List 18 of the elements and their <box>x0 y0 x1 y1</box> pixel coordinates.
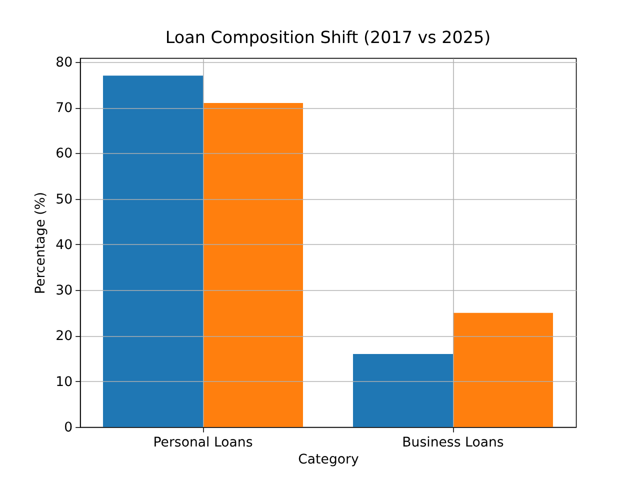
bar <box>103 76 203 427</box>
y-tick-label: 60 <box>56 146 73 162</box>
y-tick-label: 10 <box>56 374 73 390</box>
bar <box>203 102 303 427</box>
y-tick-label: 20 <box>56 329 73 344</box>
x-tick-label: Business Loans <box>402 435 504 450</box>
bar <box>353 354 453 427</box>
chart-title: Loan Composition Shift (2017 vs 2025) <box>165 27 491 48</box>
y-tick-label: 40 <box>56 238 73 253</box>
y-axis-title: Percentage (%) <box>34 192 49 294</box>
y-tick-label: 0 <box>64 420 73 436</box>
y-tick-label: 70 <box>56 101 73 116</box>
y-tick-label: 80 <box>56 55 73 70</box>
bar <box>453 312 553 427</box>
x-tick-label: Personal Loans <box>153 435 253 450</box>
x-axis-title: Category <box>298 452 359 468</box>
y-tick-label: 30 <box>56 284 73 299</box>
y-tick-label: 50 <box>56 192 73 208</box>
